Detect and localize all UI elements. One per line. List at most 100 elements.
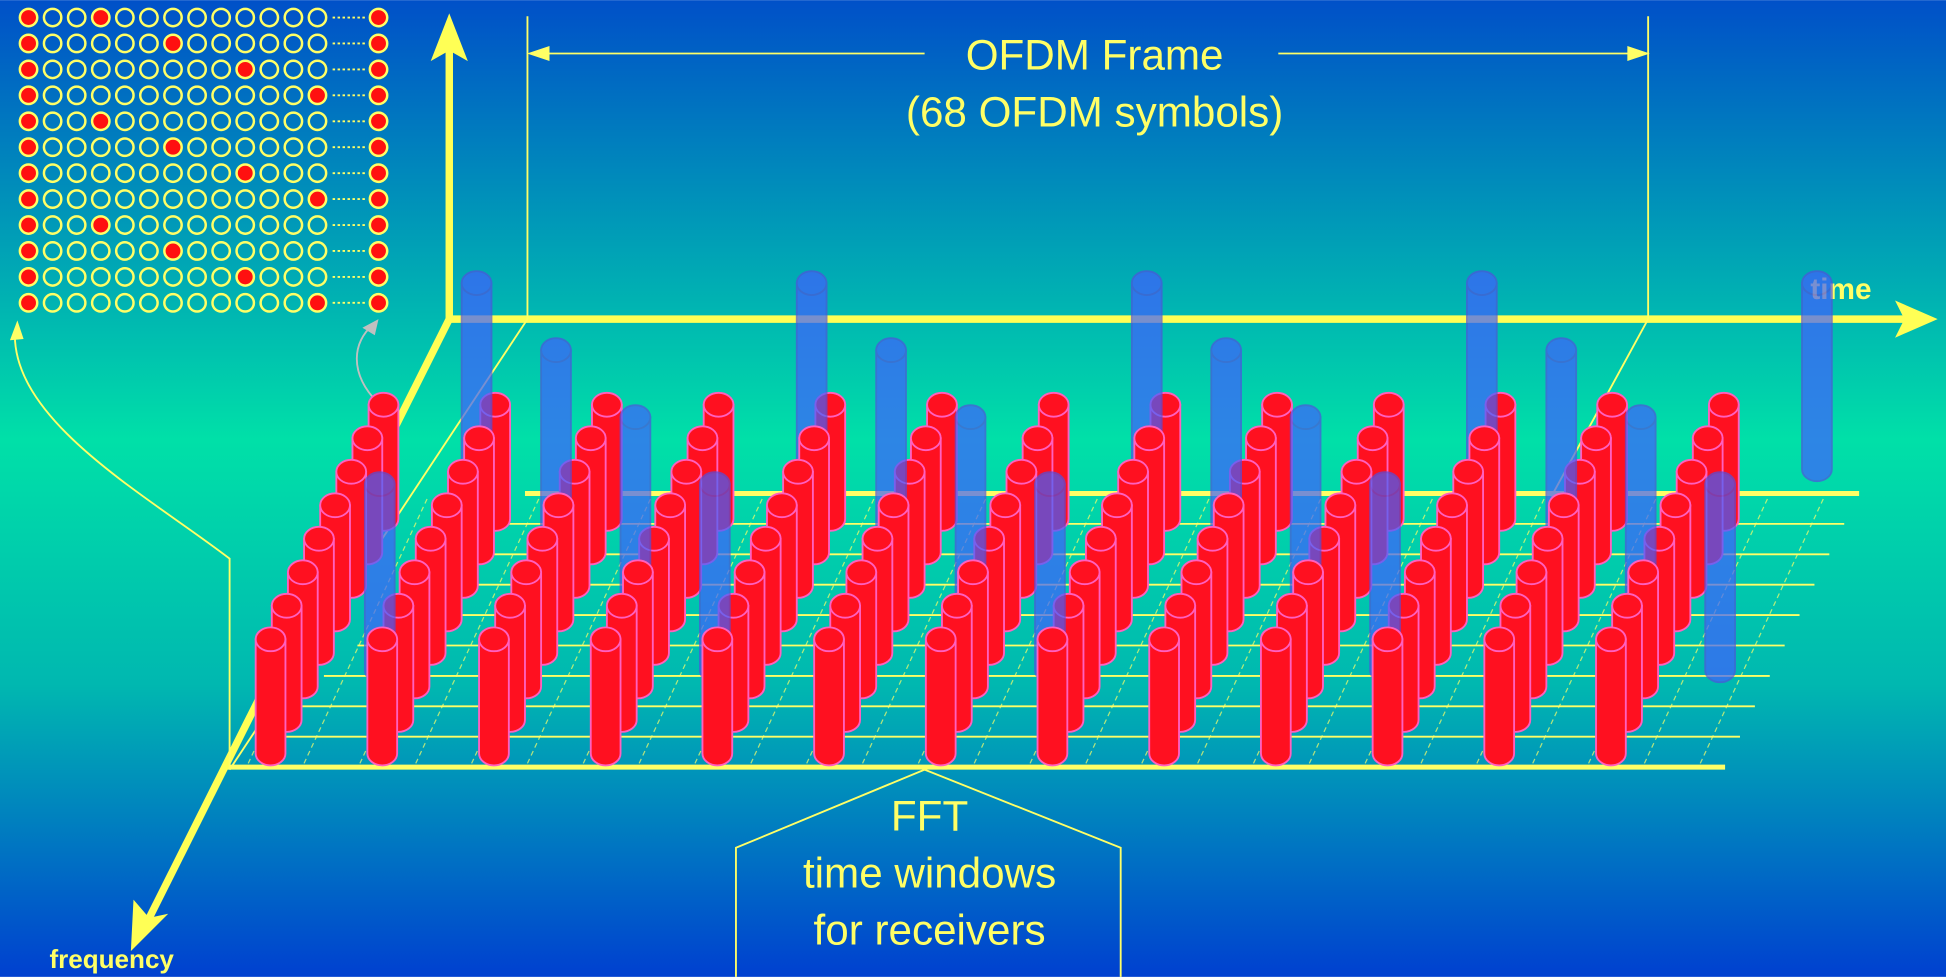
cylinder-part: [336, 460, 366, 484]
carrier-dot: [370, 113, 387, 130]
carrier-dot: [164, 35, 181, 52]
cylinder: [479, 627, 509, 765]
cylinder-part: [814, 639, 844, 765]
cylinder: [1261, 627, 1291, 765]
cylinder-part: [1211, 338, 1241, 362]
cylinder-part: [1484, 627, 1514, 651]
cylinder-part: [544, 493, 574, 517]
cylinder-part: [990, 493, 1020, 517]
cylinder-part: [926, 627, 956, 651]
carrier-dot: [92, 216, 109, 233]
frame-title: OFDM Frame: [966, 32, 1224, 79]
cylinder-part: [1293, 560, 1323, 584]
cylinder-part: [1467, 271, 1497, 295]
carrier-dot: [370, 242, 387, 259]
cylinder-part: [1421, 527, 1451, 551]
cylinder: [367, 627, 397, 765]
cylinder-part: [400, 560, 430, 584]
cylinder-part: [256, 627, 286, 651]
cylinder-part: [304, 527, 334, 551]
cylinder-part: [1484, 639, 1514, 765]
carrier-dot: [20, 139, 37, 156]
cylinder-part: [1262, 393, 1292, 417]
cylinder-part: [1677, 460, 1707, 484]
cylinder-part: [1533, 527, 1563, 551]
cylinder-part: [591, 639, 621, 765]
carrier-dot: [370, 216, 387, 233]
cylinder-part: [1261, 627, 1291, 651]
cylinder-part: [1165, 594, 1195, 618]
cylinder-part: [541, 338, 571, 362]
frequency-label: frequency: [49, 944, 174, 974]
carrier-dot: [20, 61, 37, 78]
cylinder-part: [1007, 460, 1037, 484]
cylinder-part: [1581, 426, 1611, 450]
carrier-dot: [20, 190, 37, 207]
cylinder-part: [1546, 338, 1576, 362]
cylinder-part: [479, 627, 509, 651]
carrier-dot: [370, 61, 387, 78]
cylinder-part: [797, 271, 827, 295]
cylinder-part: [369, 393, 399, 417]
cylinder-part: [432, 493, 462, 517]
cylinder-part: [288, 560, 318, 584]
carrier-dot: [20, 9, 37, 26]
cylinder-part: [495, 594, 525, 618]
cylinder-part: [367, 627, 397, 651]
cylinder-part: [1038, 627, 1068, 651]
cylinder: [1038, 627, 1068, 765]
cylinder-part: [1118, 460, 1148, 484]
cylinder-part: [700, 472, 730, 496]
cylinder-part: [814, 627, 844, 651]
cylinder-part: [1214, 493, 1244, 517]
cylinder-part: [1277, 594, 1307, 618]
cylinder-part: [926, 639, 956, 765]
carrier-dot: [370, 35, 387, 52]
cylinder-part: [462, 271, 492, 295]
cylinder-part: [1469, 426, 1499, 450]
cylinder-part: [1597, 393, 1627, 417]
cylinder-part: [1373, 639, 1403, 765]
carrier-dot: [309, 190, 326, 207]
cylinder-part: [1596, 639, 1626, 765]
cylinder-part: [464, 426, 494, 450]
cylinder-part: [1705, 484, 1735, 682]
cylinder-part: [1517, 560, 1547, 584]
cylinder: [1373, 627, 1403, 765]
cylinder-part: [830, 594, 860, 618]
cylinder-part: [1086, 527, 1116, 551]
cylinder-part: [958, 560, 988, 584]
carrier-dot: [370, 164, 387, 181]
cylinder-part: [1291, 405, 1321, 429]
cylinder: [1596, 627, 1626, 765]
cylinder-part: [621, 405, 651, 429]
carrier-dot: [370, 268, 387, 285]
cylinder-part: [1370, 472, 1400, 496]
cylinder-part: [1039, 393, 1069, 417]
carrier-dot: [370, 139, 387, 156]
cylinder-part: [1373, 627, 1403, 651]
carrier-dot: [237, 268, 254, 285]
cylinder-part: [1405, 560, 1435, 584]
cylinder-part: [767, 493, 797, 517]
cylinder-part: [1705, 472, 1735, 496]
cylinder-part: [688, 426, 718, 450]
cylinder-part: [1132, 271, 1162, 295]
cylinder-part: [1500, 594, 1530, 618]
cylinder-part: [1693, 426, 1723, 450]
cylinder-part: [365, 472, 395, 496]
carrier-dot: [237, 61, 254, 78]
cylinder-part: [1626, 405, 1656, 429]
cylinder: [591, 627, 621, 765]
cylinder-part: [911, 426, 941, 450]
cylinder-part: [1453, 460, 1483, 484]
cylinder-part: [1246, 426, 1276, 450]
cylinder-part: [1023, 426, 1053, 450]
cylinder-part: [655, 493, 685, 517]
diagram: OFDM Frame (68 OFDM symbols) time freque…: [0, 0, 1946, 977]
cylinder-part: [1612, 594, 1642, 618]
cylinder-part: [576, 426, 606, 450]
cylinder-part: [956, 405, 986, 429]
cylinder-part: [272, 594, 302, 618]
carrier-dot: [92, 113, 109, 130]
